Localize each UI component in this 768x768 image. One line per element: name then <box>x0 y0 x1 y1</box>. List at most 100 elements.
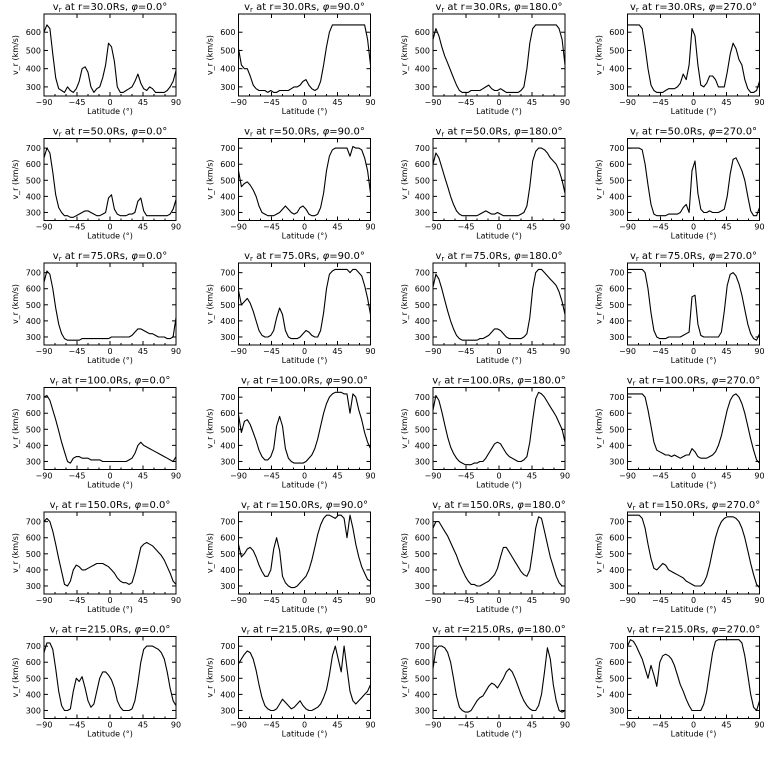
y-tick-label: 300 <box>609 706 624 715</box>
panel-title: vr at r=215.0Rs, φ=270.0° <box>627 625 760 637</box>
x-tick-label: 0 <box>302 472 307 481</box>
x-tick-label: 0 <box>691 347 696 356</box>
x-axis-label: Latitude (°) <box>87 232 133 241</box>
x-tick-label: 90 <box>560 721 570 730</box>
x-tick-label: 45 <box>721 223 731 232</box>
x-tick-label: 90 <box>560 596 570 605</box>
series-line <box>432 147 566 217</box>
y-tick-label: 500 <box>220 301 235 310</box>
x-tick-label: 45 <box>527 347 537 356</box>
y-tick-label: 300 <box>415 706 430 715</box>
y-tick-label: 400 <box>609 192 624 201</box>
panel-r215.0-phi0.0: vr at r=215.0Rs, φ=0.0° −90 −45 0 45 90 300 400… <box>11 625 181 739</box>
plot-frame <box>43 387 177 470</box>
y-tick-label: 700 <box>609 144 624 153</box>
panel-r100.0-phi0.0: vr at r=100.0Rs, φ=0.0° −90 −45 0 45 90 300 400… <box>11 376 181 490</box>
x-tick-label: 45 <box>721 596 731 605</box>
x-tick-label: 0 <box>302 596 307 605</box>
y-axis-label: v_r (km/s) <box>400 284 409 324</box>
y-tick-label: 500 <box>609 425 624 434</box>
y-tick-label: 700 <box>220 269 235 278</box>
y-tick-label: 700 <box>26 393 41 402</box>
panel-r150.0-phi180.0: vr at r=150.0Rs, φ=180.0° −90 −45 0 45 90 300 4… <box>400 500 570 614</box>
y-tick-label: 500 <box>609 301 624 310</box>
x-tick-label: 0 <box>496 721 501 730</box>
series-line <box>432 645 566 713</box>
y-tick-label: 700 <box>220 642 235 651</box>
plot-frame <box>432 387 566 470</box>
y-tick-label: 600 <box>415 285 430 294</box>
y-axis-label: v_r (km/s) <box>595 408 604 448</box>
x-tick-label: 90 <box>754 596 764 605</box>
x-tick-label: 0 <box>691 596 696 605</box>
x-tick-label: 0 <box>496 347 501 356</box>
y-tick-label: 300 <box>220 706 235 715</box>
y-tick-label: 500 <box>26 176 41 185</box>
y-tick-label: 500 <box>220 425 235 434</box>
y-tick-label: 400 <box>220 317 235 326</box>
x-axis-label: Latitude (°) <box>476 356 522 365</box>
plot-frame <box>43 138 177 221</box>
y-tick-label: 700 <box>609 269 624 278</box>
y-tick-label: 500 <box>609 550 624 559</box>
panel-r75.0-phi0.0: vr at r=75.0Rs, φ=0.0° −90 −45 0 45 90 300 400 5… <box>11 251 181 365</box>
x-tick-label: −45 <box>69 721 86 730</box>
x-tick-label: −45 <box>69 472 86 481</box>
x-axis-label: Latitude (°) <box>282 356 328 365</box>
y-axis-label: v_r (km/s) <box>206 284 215 324</box>
panel-r50.0-phi0.0: vr at r=50.0Rs, φ=0.0° −90 −45 0 45 90 300 400 5… <box>11 127 181 241</box>
x-axis-label: Latitude (°) <box>87 107 133 116</box>
series-line <box>432 516 565 587</box>
x-tick-label: −90 <box>619 98 636 107</box>
y-tick-label: 400 <box>415 690 430 699</box>
y-tick-label: 600 <box>26 409 41 418</box>
y-tick-label: 500 <box>26 46 41 55</box>
y-tick-label: 400 <box>415 65 430 74</box>
plot-frame <box>238 636 371 719</box>
y-tick-label: 400 <box>26 65 41 74</box>
panel-r100.0-phi180.0: vr at r=100.0Rs, φ=180.0° −90 −45 0 45 90 300 4… <box>400 376 570 490</box>
panel-title: vr at r=75.0Rs, φ=180.0° <box>435 251 562 263</box>
x-tick-label: −45 <box>69 98 86 107</box>
series-line <box>432 268 566 341</box>
x-tick-label: −90 <box>619 347 636 356</box>
x-axis-label: Latitude (°) <box>671 356 717 365</box>
x-tick-label: 90 <box>754 472 764 481</box>
x-tick-label: −90 <box>36 98 53 107</box>
panel-title: vr at r=100.0Rs, φ=90.0° <box>241 376 368 388</box>
y-tick-label: 700 <box>220 393 235 402</box>
x-axis-label: Latitude (°) <box>282 730 328 739</box>
y-tick-label: 700 <box>415 642 430 651</box>
panel-title: vr at r=100.0Rs, φ=180.0° <box>432 376 565 388</box>
x-tick-label: 0 <box>107 721 112 730</box>
x-tick-label: −90 <box>230 347 247 356</box>
x-tick-label: −45 <box>263 347 280 356</box>
x-tick-label: −45 <box>458 98 475 107</box>
y-tick-label: 700 <box>415 393 430 402</box>
x-tick-label: −90 <box>619 721 636 730</box>
y-tick-label: 600 <box>415 658 430 667</box>
y-tick-label: 500 <box>609 176 624 185</box>
x-tick-label: −90 <box>425 596 442 605</box>
y-axis-label: v_r (km/s) <box>206 35 215 75</box>
panel-r150.0-phi0.0: vr at r=150.0Rs, φ=0.0° −90 −45 0 45 90 300 400… <box>11 500 181 614</box>
panel-title: vr at r=30.0Rs, φ=90.0° <box>244 2 365 14</box>
x-tick-label: 90 <box>171 721 181 730</box>
y-tick-label: 500 <box>26 674 41 683</box>
x-axis-label: Latitude (°) <box>87 730 133 739</box>
x-tick-label: 0 <box>691 721 696 730</box>
panel-title: vr at r=30.0Rs, φ=0.0° <box>53 2 167 14</box>
x-tick-label: 90 <box>171 472 181 481</box>
panel-title: vr at r=50.0Rs, φ=180.0° <box>435 127 562 139</box>
x-tick-label: 0 <box>691 223 696 232</box>
y-axis-label: v_r (km/s) <box>11 657 20 697</box>
y-tick-label: 400 <box>415 566 430 575</box>
panel-r150.0-phi90.0: vr at r=150.0Rs, φ=90.0° −90 −45 0 45 90 300 40… <box>206 500 376 614</box>
x-tick-label: 45 <box>527 223 537 232</box>
y-tick-label: 400 <box>26 192 41 201</box>
series-line <box>43 24 177 93</box>
y-tick-label: 700 <box>220 144 235 153</box>
x-tick-label: 0 <box>496 472 501 481</box>
x-tick-label: 45 <box>138 347 148 356</box>
plot-frame <box>432 13 566 97</box>
